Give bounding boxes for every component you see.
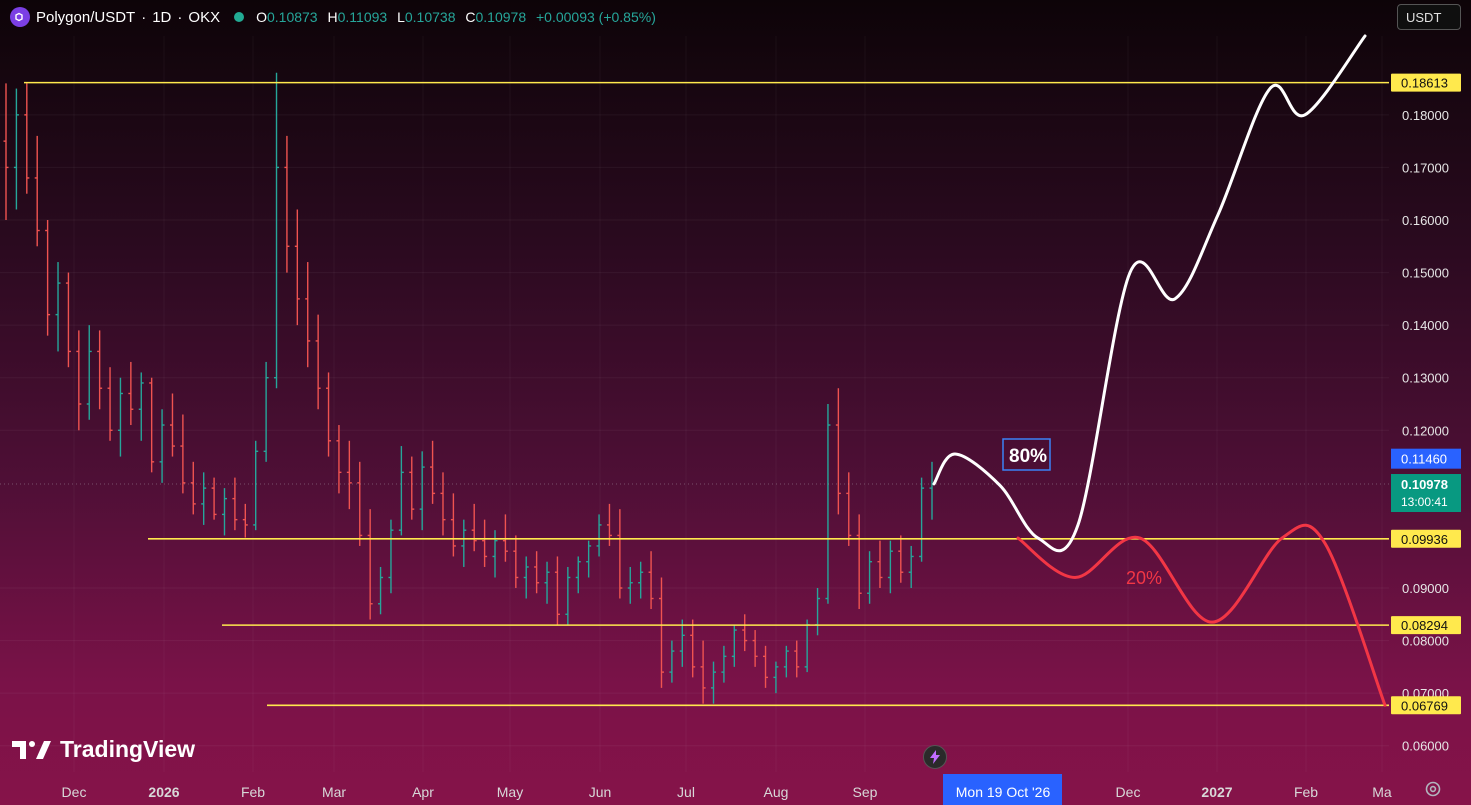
y-tick-label: 0.16000 [1402, 213, 1449, 228]
y-tick-label: 0.15000 [1402, 266, 1449, 281]
x-tick-label: 2027 [1201, 784, 1232, 800]
last-price-tag [1391, 474, 1461, 513]
y-tick-label: 0.08000 [1402, 634, 1449, 649]
separator-dot: · [177, 8, 183, 26]
open-value: 0.10873 [266, 9, 318, 25]
chart-legend: Polygon/USDT · 1D · OKX O0.10873 H0.1109… [10, 6, 656, 28]
x-tick-label: Jun [589, 784, 612, 800]
bolt-icon[interactable] [923, 745, 947, 769]
y-tick-label: 0.06000 [1402, 739, 1449, 754]
open-label: O [256, 9, 267, 25]
x-tick-label: Feb [241, 784, 265, 800]
bullish-probability-box[interactable] [1002, 438, 1051, 471]
gear-icon[interactable] [1424, 780, 1442, 798]
high-label: H [327, 9, 338, 25]
level-price-label: 0.18613 [1401, 76, 1448, 91]
x-tick-label: Jul [677, 784, 695, 800]
y-tick-label: 0.17000 [1402, 160, 1449, 175]
level-price-tag [1391, 73, 1461, 92]
tradingview-logo: TradingView [12, 736, 195, 763]
y-tick-label: 0.18000 [1402, 108, 1449, 123]
symbol-name[interactable]: Polygon/USDT [36, 8, 136, 26]
bar-countdown-label: 13:00:41 [1401, 495, 1448, 509]
level-price-label: 0.08294 [1401, 618, 1448, 633]
low-label: L [397, 9, 405, 25]
bearish-scenario-path[interactable] [1016, 523, 1387, 707]
crosshair-price-label: 0.11460 [1401, 452, 1447, 467]
exchange: OKX [188, 8, 221, 26]
x-tick-label: 2026 [148, 784, 179, 800]
x-tick-label: Sep [853, 784, 878, 800]
low-value: 0.10738 [404, 9, 456, 25]
y-tick-label: 0.12000 [1402, 423, 1449, 438]
bullish-probability-label: 80% [1009, 446, 1047, 467]
y-tick-label: 0.09000 [1402, 581, 1449, 596]
polygon-logo-icon [10, 7, 30, 27]
interval[interactable]: 1D [152, 8, 172, 26]
crosshair-price-tag [1391, 448, 1461, 469]
currency-selector[interactable]: USDT [1397, 4, 1461, 30]
bearish-probability-label: 20% [1126, 568, 1162, 588]
x-tick-label: Mar [322, 784, 346, 800]
y-tick-label: 0.14000 [1402, 318, 1449, 333]
bullish-scenario-path[interactable] [932, 34, 1367, 553]
high-value: 0.11093 [337, 9, 388, 25]
x-tick-label: Dec [1116, 784, 1141, 800]
x-tick-label: Ma [1372, 784, 1392, 800]
y-tick-label: 0.13000 [1402, 371, 1449, 386]
level-price-label: 0.09936 [1401, 532, 1448, 547]
x-tick-label: May [497, 784, 523, 800]
crosshair-date-label: Mon 19 Oct '26 [956, 784, 1051, 800]
tradingview-icon [12, 740, 51, 759]
market-status-icon[interactable] [234, 12, 245, 22]
level-price-tag [1391, 529, 1461, 548]
close-label: C [465, 9, 476, 25]
price-change: +0.00093 (+0.85%) [536, 9, 656, 25]
last-price-label: 0.10978 [1401, 477, 1448, 492]
close-value: 0.10978 [475, 9, 527, 25]
x-tick-label: Aug [764, 784, 789, 800]
crosshair-date-tag [943, 774, 1062, 805]
x-tick-label: Dec [62, 784, 87, 800]
level-price-tag [1391, 616, 1461, 635]
x-tick-label: Feb [1294, 784, 1318, 800]
brand-name: TradingView [60, 736, 196, 762]
x-tick-label: Apr [412, 784, 434, 800]
level-price-tag [1391, 696, 1461, 715]
ohlc-values: O0.10873 H0.11093 L0.10738 C0.10978 +0.0… [256, 9, 656, 25]
separator-dot: · [141, 8, 147, 26]
level-price-label: 0.06769 [1401, 698, 1448, 713]
